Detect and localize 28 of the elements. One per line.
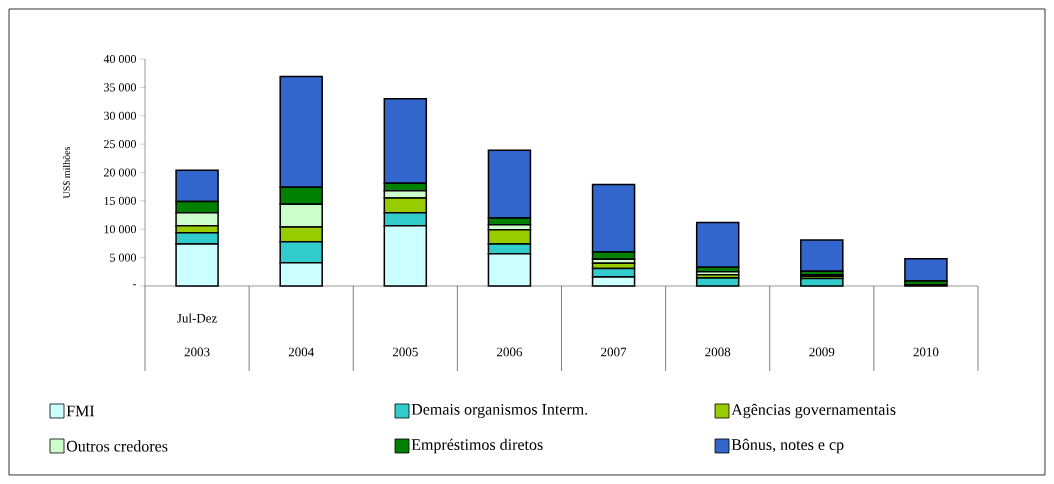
bar: [695, 221, 740, 269]
x-tick-label: 2006: [497, 347, 523, 357]
x-tick-label: 2010: [913, 347, 939, 357]
x-tick-label: 2004: [288, 347, 314, 357]
y-axis-title: US$ milhões: [62, 146, 71, 199]
y-tick-label: 5 000: [110, 253, 136, 262]
bar: [800, 239, 844, 272]
y-tick-label: 10 000: [104, 225, 136, 234]
text: Jul-Dez: [177, 313, 217, 323]
x-tick-label: 2008: [705, 347, 731, 357]
y-tick-label: 35 000: [104, 83, 136, 92]
y-tick-label: 40 000: [103, 54, 136, 64]
legend-label: Demais organismos Interm.: [411, 403, 588, 419]
y-tick-label: 30 000: [104, 111, 136, 120]
legend-label: Bônus, notes e cp: [731, 438, 844, 454]
legend-label: Empréstimos diretos: [411, 438, 543, 454]
y-tick-label: 15 000: [104, 196, 136, 205]
x-tick-label: 2009: [809, 347, 835, 357]
legend-label: FMI: [66, 405, 95, 417]
y-tick-label: 20 000: [104, 168, 136, 177]
x-tick-label: 2007: [601, 347, 627, 357]
x-tick-label: 2005: [392, 347, 418, 357]
y-tick-label: -: [132, 284, 137, 286]
bar: [904, 258, 948, 282]
legend-label: Agências governamentais: [731, 403, 896, 419]
x-tick-label: 2003: [184, 347, 210, 357]
y-tick-label: 25 000: [104, 140, 136, 149]
legend-label: Outros credores: [66, 440, 168, 452]
